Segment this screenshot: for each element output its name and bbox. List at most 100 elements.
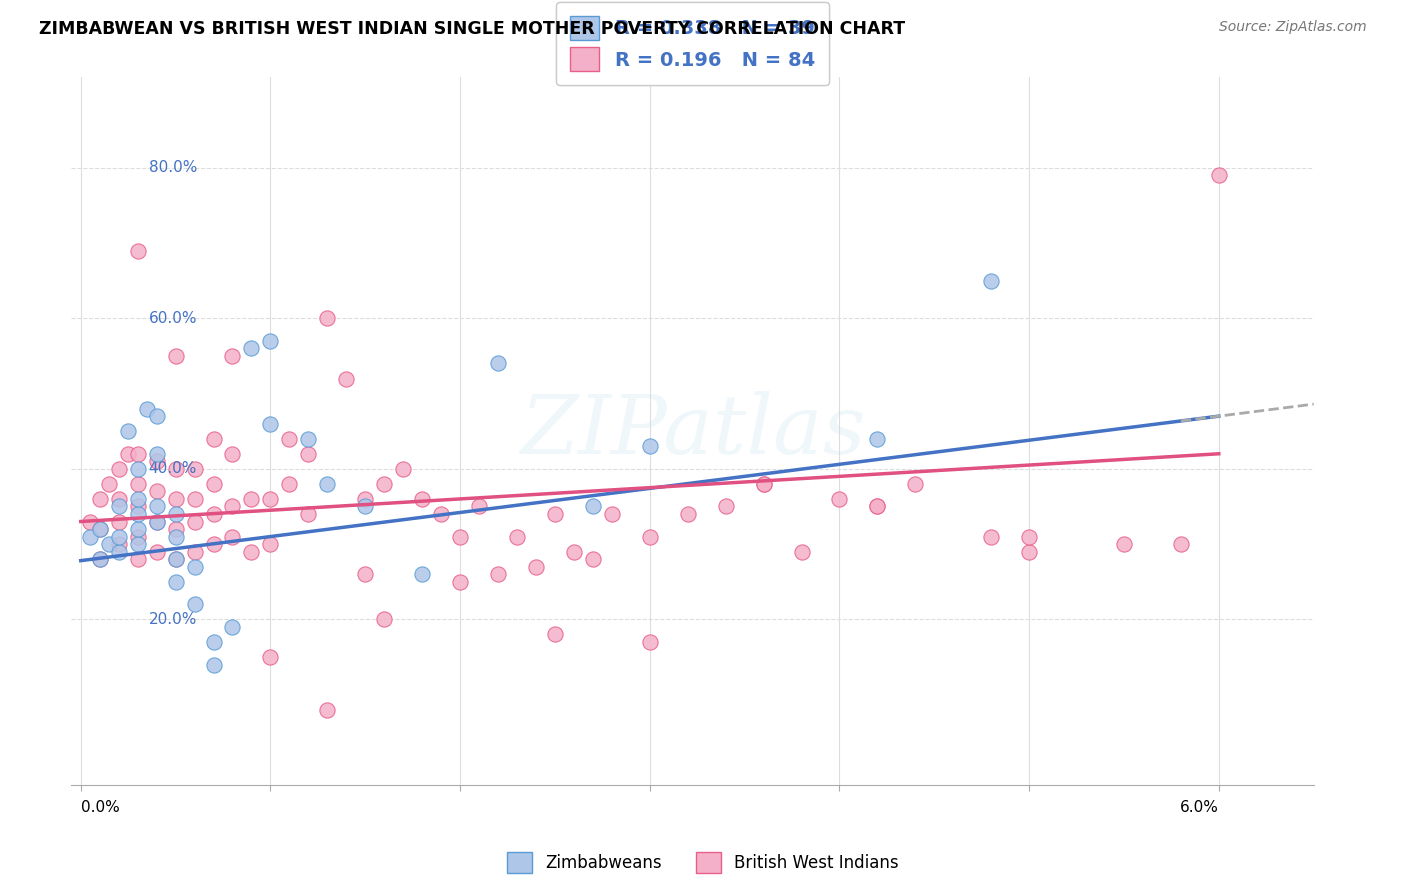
Point <box>117 424 139 438</box>
Point <box>145 515 167 529</box>
Legend: Zimbabweans, British West Indians: Zimbabweans, British West Indians <box>501 846 905 880</box>
Point <box>183 559 205 574</box>
Point <box>544 627 567 641</box>
Point <box>165 462 187 476</box>
Point <box>221 500 243 514</box>
Point <box>127 530 149 544</box>
Point <box>221 620 243 634</box>
Point <box>145 544 167 558</box>
Point <box>316 476 339 491</box>
Point <box>980 530 1002 544</box>
Point <box>107 462 129 476</box>
Point <box>127 462 149 476</box>
Point <box>165 574 187 589</box>
Point <box>752 476 775 491</box>
Point <box>449 530 471 544</box>
Point <box>1018 544 1040 558</box>
Point <box>259 491 281 506</box>
Point <box>297 432 319 446</box>
Point <box>297 507 319 521</box>
Point <box>354 491 377 506</box>
Point <box>904 476 927 491</box>
Point <box>79 530 101 544</box>
Text: 0.0%: 0.0% <box>80 800 120 815</box>
Point <box>1170 537 1192 551</box>
Point <box>316 703 339 717</box>
Point <box>980 274 1002 288</box>
Point <box>259 417 281 431</box>
Point <box>202 657 225 672</box>
Point <box>127 244 149 258</box>
Point <box>145 500 167 514</box>
Point <box>107 530 129 544</box>
Point <box>89 522 111 536</box>
Point <box>107 544 129 558</box>
Text: ZIPatlas: ZIPatlas <box>520 392 865 471</box>
Point <box>562 544 585 558</box>
Point <box>165 552 187 566</box>
Point <box>278 476 301 491</box>
Point <box>297 447 319 461</box>
Point <box>1208 169 1230 183</box>
Point <box>392 462 415 476</box>
Point <box>240 491 263 506</box>
Point <box>89 552 111 566</box>
Point <box>449 574 471 589</box>
Point <box>98 537 121 551</box>
Point <box>136 401 159 416</box>
Text: ZIMBABWEAN VS BRITISH WEST INDIAN SINGLE MOTHER POVERTY CORRELATION CHART: ZIMBABWEAN VS BRITISH WEST INDIAN SINGLE… <box>39 20 905 37</box>
Point <box>145 484 167 499</box>
Point <box>676 507 699 521</box>
Point <box>638 439 661 453</box>
Text: Source: ZipAtlas.com: Source: ZipAtlas.com <box>1219 20 1367 34</box>
Point <box>866 432 889 446</box>
Point <box>202 476 225 491</box>
Point <box>117 447 139 461</box>
Point <box>89 552 111 566</box>
Point <box>127 507 149 521</box>
Point <box>411 567 433 582</box>
Point <box>127 522 149 536</box>
Point <box>202 537 225 551</box>
Point <box>221 349 243 363</box>
Point <box>373 612 395 626</box>
Point <box>582 552 605 566</box>
Point <box>79 515 101 529</box>
Legend: R = 0.338   N = 39, R = 0.196   N = 84: R = 0.338 N = 39, R = 0.196 N = 84 <box>557 3 828 85</box>
Point <box>259 537 281 551</box>
Point <box>202 507 225 521</box>
Point <box>98 476 121 491</box>
Point <box>486 356 509 370</box>
Text: 60.0%: 60.0% <box>149 310 197 326</box>
Point <box>89 491 111 506</box>
Point <box>866 500 889 514</box>
Point <box>411 491 433 506</box>
Point <box>524 559 547 574</box>
Point <box>278 432 301 446</box>
Point <box>638 635 661 649</box>
Point <box>89 522 111 536</box>
Text: 80.0%: 80.0% <box>149 161 197 175</box>
Point <box>107 515 129 529</box>
Point <box>145 454 167 468</box>
Point <box>202 432 225 446</box>
Point <box>145 447 167 461</box>
Point <box>127 491 149 506</box>
Point <box>145 515 167 529</box>
Point <box>354 500 377 514</box>
Point <box>221 447 243 461</box>
Point <box>183 544 205 558</box>
Point <box>183 491 205 506</box>
Point <box>752 476 775 491</box>
Point <box>506 530 529 544</box>
Point <box>259 334 281 348</box>
Point <box>544 507 567 521</box>
Point <box>486 567 509 582</box>
Point <box>600 507 623 521</box>
Point <box>259 650 281 665</box>
Point <box>638 530 661 544</box>
Point <box>127 537 149 551</box>
Point <box>335 371 357 385</box>
Point <box>714 500 737 514</box>
Point <box>430 507 453 521</box>
